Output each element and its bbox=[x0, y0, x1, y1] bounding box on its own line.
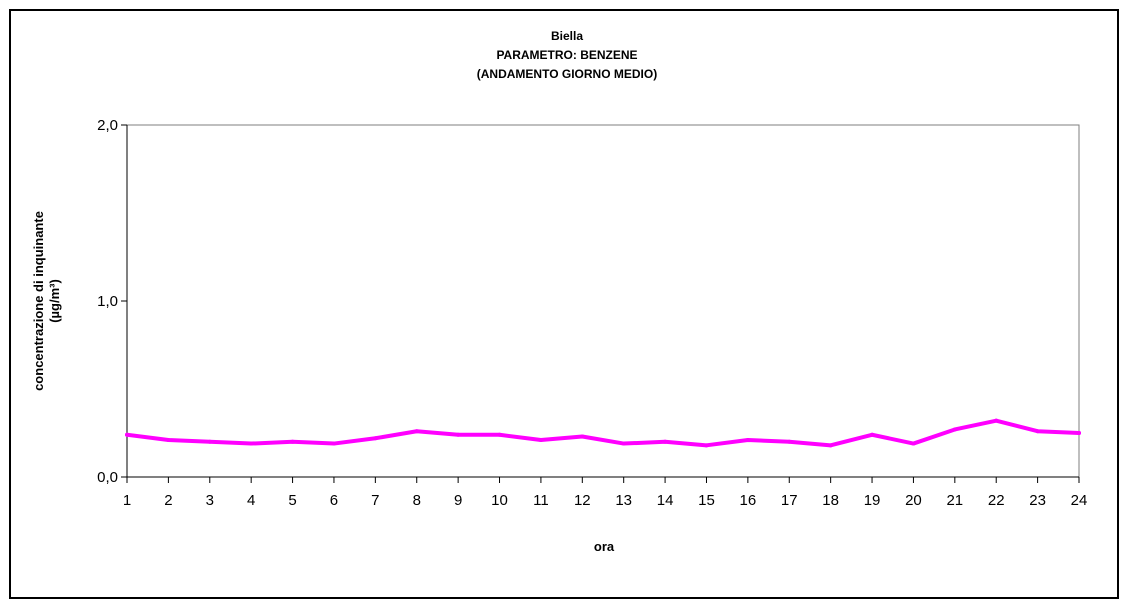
x-tick-label: 14 bbox=[657, 492, 674, 509]
x-tick-label: 12 bbox=[574, 492, 591, 509]
data-point bbox=[249, 441, 254, 446]
data-point bbox=[166, 438, 171, 443]
data-point bbox=[207, 439, 212, 444]
y-axis: 0,0 1,0 2,0 bbox=[97, 117, 128, 486]
y-axis-title-line-2: (µg/m³) bbox=[47, 279, 62, 323]
x-axis-title: ora bbox=[594, 539, 615, 554]
chart-subtitle-line-1: PARAMETRO: BENZENE bbox=[496, 48, 637, 62]
data-point bbox=[994, 418, 999, 423]
data-point bbox=[952, 427, 957, 432]
data-point bbox=[290, 439, 295, 444]
x-tick-label: 7 bbox=[371, 492, 379, 509]
x-tick-label: 1 bbox=[123, 492, 131, 509]
data-point bbox=[704, 443, 709, 448]
x-tick-label: 15 bbox=[698, 492, 715, 509]
data-point bbox=[497, 432, 502, 437]
x-tick-label: 18 bbox=[822, 492, 839, 509]
x-tick-label: 2 bbox=[164, 492, 172, 509]
chart-subtitle-line-2: (ANDAMENTO GIORNO MEDIO) bbox=[477, 67, 657, 81]
data-point bbox=[1077, 431, 1081, 435]
data-point bbox=[538, 438, 543, 443]
x-tick-label: 8 bbox=[413, 492, 421, 509]
data-point bbox=[456, 432, 461, 437]
y-tick-label: 0,0 bbox=[97, 469, 118, 486]
x-tick-label: 3 bbox=[206, 492, 214, 509]
x-tick-label: 21 bbox=[946, 492, 963, 509]
data-point bbox=[580, 434, 585, 439]
data-point bbox=[787, 439, 792, 444]
data-point bbox=[331, 441, 336, 446]
x-tick-label: 6 bbox=[330, 492, 338, 509]
plot-area bbox=[126, 124, 1080, 478]
x-tick-label: 24 bbox=[1071, 492, 1088, 509]
x-tick-label: 5 bbox=[288, 492, 296, 509]
data-point bbox=[373, 436, 378, 441]
x-tick-label: 11 bbox=[533, 492, 549, 509]
x-tick-label: 20 bbox=[905, 492, 922, 509]
data-point bbox=[745, 438, 750, 443]
x-tick-label: 22 bbox=[988, 492, 1005, 509]
series-layer bbox=[125, 418, 1081, 448]
data-point bbox=[870, 432, 875, 437]
data-point bbox=[911, 441, 916, 446]
data-point bbox=[663, 439, 668, 444]
x-tick-label: 10 bbox=[491, 492, 508, 509]
data-point bbox=[828, 443, 833, 448]
x-tick-label: 19 bbox=[864, 492, 881, 509]
series-1 bbox=[125, 418, 1081, 448]
data-point bbox=[414, 429, 419, 434]
chart-title: Biella bbox=[551, 29, 583, 43]
x-tick-label: 17 bbox=[781, 492, 798, 509]
series-line bbox=[125, 418, 1081, 448]
plot-border bbox=[126, 124, 1080, 478]
y-tick-label: 1,0 bbox=[97, 293, 118, 310]
x-axis: 1 2 3 4 5 6 7 8 9 10 11 12 13 14 15 16 17 18 19 20 21 22 23 24 bbox=[123, 476, 1088, 509]
y-axis-title-line-1: concentrazione di inquinante bbox=[31, 211, 46, 391]
x-tick-label: 9 bbox=[454, 492, 462, 509]
data-point bbox=[621, 441, 626, 446]
x-tick-label: 16 bbox=[740, 492, 757, 509]
x-tick-label: 23 bbox=[1029, 492, 1046, 509]
x-tick-label: 4 bbox=[247, 492, 255, 509]
x-tick-label: 13 bbox=[615, 492, 632, 509]
chart-title-block: Biella PARAMETRO: BENZENE (ANDAMENTO GIO… bbox=[477, 29, 657, 81]
y-tick-label: 2,0 bbox=[97, 117, 118, 134]
data-point bbox=[125, 432, 129, 437]
data-point bbox=[1035, 429, 1040, 434]
